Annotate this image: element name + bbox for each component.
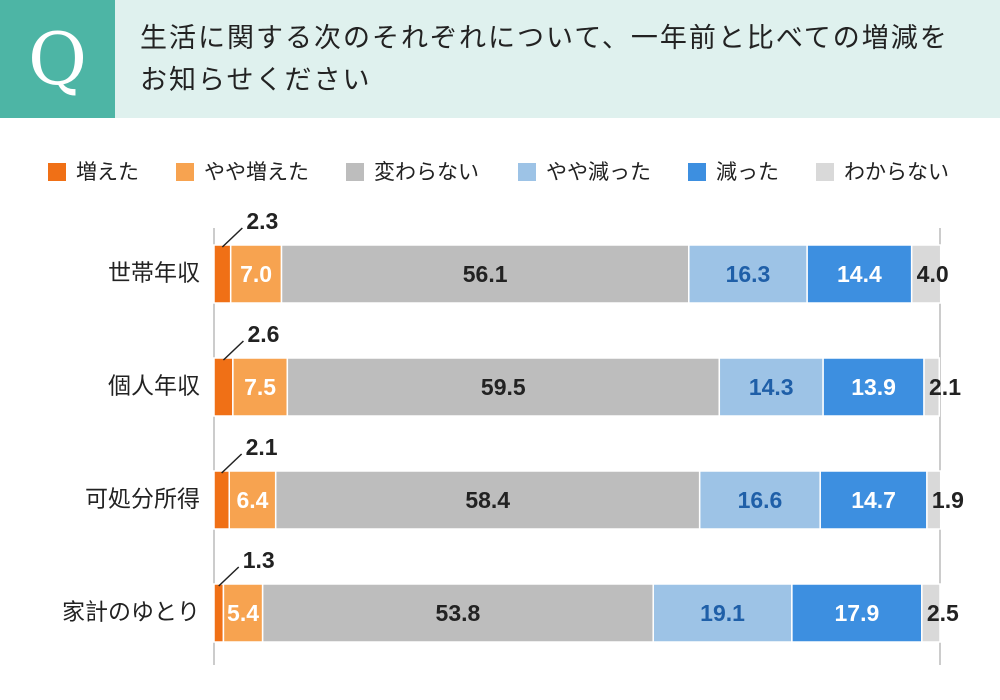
leader-line: [221, 227, 243, 248]
legend-label: 変わらない: [374, 160, 479, 184]
leader-line: [218, 566, 240, 587]
data-label: 53.8: [436, 600, 481, 626]
legend-swatch: [48, 163, 66, 181]
data-label: 2.5: [927, 600, 959, 626]
bar-segment: [822, 357, 925, 417]
legend-swatch: [176, 163, 194, 181]
data-label: 16.3: [726, 261, 771, 287]
bar-segment: [232, 357, 289, 417]
bar-segment: [280, 244, 690, 304]
data-label: 1.9: [932, 487, 964, 513]
legend-swatch: [816, 163, 834, 181]
data-label: 14.4: [837, 261, 882, 287]
bar-segment: [213, 357, 234, 417]
legend-label: やや減った: [546, 160, 651, 184]
data-label: 19.1: [700, 600, 745, 626]
bar-segment: [222, 583, 264, 643]
bar-segment: [926, 470, 942, 530]
category-label: 可処分所得: [85, 487, 200, 513]
data-label: 2.1: [246, 434, 278, 460]
data-label: 14.3: [749, 374, 794, 400]
data-label: 5.4: [227, 600, 259, 626]
legend-label: やや増えた: [204, 160, 309, 184]
legend-label: 減った: [716, 160, 779, 184]
bar-segment: [652, 583, 793, 643]
category-label: 家計のゆとり: [62, 600, 200, 626]
bar-segment: [228, 470, 277, 530]
bar-segment: [819, 470, 928, 530]
bar-segment: [229, 244, 283, 304]
chart-title: 生活に関する次のそれぞれについて、一年前と比べての増減をお知らせください: [140, 23, 949, 96]
bar-segment: [213, 583, 225, 643]
leader-line: [222, 340, 244, 361]
data-label: 7.5: [244, 374, 276, 400]
data-label: 14.7: [851, 487, 896, 513]
data-label: 56.1: [463, 261, 508, 287]
bar-segment: [910, 244, 942, 304]
data-label: 6.4: [236, 487, 268, 513]
data-label: 2.3: [246, 208, 278, 234]
badge: Q: [0, 0, 115, 118]
legend-swatch: [688, 163, 706, 181]
data-label: 7.0: [240, 261, 272, 287]
legend-swatch: [518, 163, 536, 181]
bar-segment: [688, 244, 808, 304]
data-label: 2.1: [929, 374, 961, 400]
bar-segment: [213, 470, 230, 530]
legend-label: わからない: [844, 160, 949, 184]
bar-segment: [286, 357, 721, 417]
data-label: 59.5: [481, 374, 526, 400]
data-label: 4.0: [917, 261, 949, 287]
bar-segment: [261, 583, 654, 643]
bar-segment: [274, 470, 701, 530]
data-label: 58.4: [465, 487, 510, 513]
legend-label: 増えた: [76, 160, 139, 184]
bar-segment: [791, 583, 923, 643]
leader-line: [221, 453, 243, 474]
bar-segment: [921, 583, 941, 643]
bar-segment: [213, 244, 232, 304]
bar-segment: [698, 470, 821, 530]
header: [0, 0, 1000, 118]
bar-segment: [923, 357, 941, 417]
data-label: 13.9: [851, 374, 896, 400]
category-label: 世帯年収: [108, 261, 200, 287]
data-label: 16.6: [738, 487, 783, 513]
legend-swatch: [346, 163, 364, 181]
data-label: 1.3: [243, 547, 275, 573]
category-label: 個人年収: [108, 374, 200, 400]
data-label: 17.9: [834, 600, 879, 626]
data-label: 2.6: [247, 321, 279, 347]
bar-segment: [718, 357, 824, 417]
